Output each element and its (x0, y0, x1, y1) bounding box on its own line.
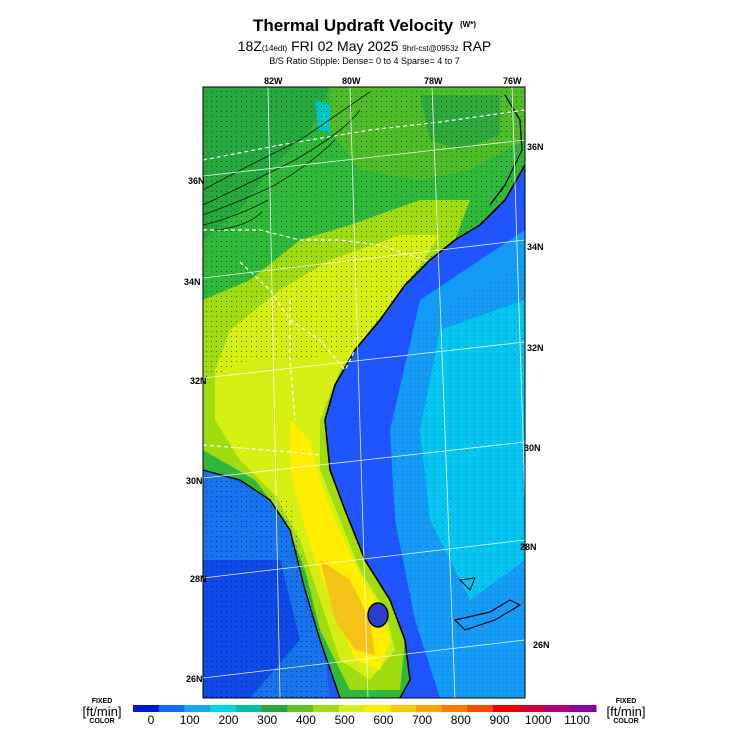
lat-labels-left: 36N 34N 32N 30N 28N 26N (184, 176, 207, 684)
unit-label: [ft/min] (82, 704, 122, 719)
color-label: COLOR (89, 718, 115, 725)
stipple-sparse (330, 260, 525, 698)
title-sup: (W*) (460, 20, 476, 29)
lon-labels: 82W 80W 78W 76W (264, 76, 522, 86)
map-frame (202, 86, 526, 699)
colorbar-swatch (210, 705, 237, 712)
colorbar-tick-label: 100 (180, 713, 200, 727)
subtitle-model: RAP (458, 38, 492, 54)
colorbar-swatch (261, 705, 288, 712)
subtitle-date: FRI 02 May 2025 (287, 38, 403, 54)
graticule (203, 87, 525, 698)
colorbar-swatch (338, 705, 365, 712)
lon-label: 78W (424, 76, 443, 86)
stipple-note: B/S Ratio Stipple: Dense= 0 to 4 Sparse=… (269, 56, 460, 66)
colorbar-swatch (570, 705, 597, 712)
colorbar-tick-label: 300 (257, 713, 277, 727)
lat-label: 28N (190, 574, 207, 584)
lat-label: 34N (184, 277, 201, 287)
gulf-coastline (203, 469, 341, 698)
colorbar-swatch (544, 705, 571, 712)
colorbar-tick-label: 0 (148, 713, 155, 727)
colorbar-swatch (313, 705, 340, 712)
atlantic-coastline (324, 164, 525, 698)
colorbar-tick-label: 1000 (525, 713, 552, 727)
lat-label: 32N (527, 343, 544, 353)
lat-label: 34N (527, 242, 544, 252)
colorbar-swatch (133, 705, 160, 712)
bahamas-outline (453, 599, 522, 631)
stipple-gulf (203, 470, 330, 698)
lon-label: 76W (503, 76, 522, 86)
colorbar-tick-label: 800 (451, 713, 471, 727)
colorbar-tick-label: 600 (373, 713, 393, 727)
colorbar-swatch (467, 705, 494, 712)
lon-label: 80W (342, 76, 361, 86)
colorbar-tick-label: 500 (335, 713, 355, 727)
colorbar-swatch (364, 705, 391, 712)
color-label: COLOR (613, 718, 639, 725)
lat-label: 36N (188, 176, 205, 186)
lat-label: 30N (524, 443, 541, 453)
colorbar-unit-right: FIXED [ft/min] COLOR (596, 698, 656, 725)
colorbar-tick-label: 400 (296, 713, 316, 727)
map-field (203, 87, 525, 698)
fixed-label: FIXED (615, 698, 637, 705)
lake-okeechobee (367, 602, 389, 628)
colorbar-tick-label: 1100 (564, 713, 590, 727)
unit-label: [ft/min] (606, 704, 646, 719)
colorbar-swatch (441, 705, 468, 712)
colorbar-swatch (518, 705, 546, 712)
lat-label: 26N (186, 674, 203, 684)
lat-label: 26N (533, 640, 550, 650)
colorbar-swatch (235, 705, 263, 712)
stipple-dense (203, 87, 525, 380)
lat-label: 28N (520, 542, 537, 552)
colorbar-tick-label: 700 (412, 713, 432, 727)
land-peak (320, 560, 375, 655)
colorbar-swatch (184, 705, 211, 712)
lat-label: 30N (186, 476, 203, 486)
colorbar-tick-label: 200 (218, 713, 238, 727)
lat-label: 36N (527, 142, 544, 152)
colorbar-swatch (415, 705, 443, 712)
colorbar-swatch (287, 705, 314, 712)
colorbar-unit-left: FIXED [ft/min] COLOR (72, 698, 132, 725)
colorbar-swatch (390, 705, 417, 712)
fixed-label: FIXED (91, 698, 113, 705)
subtitle-time: 18Z (237, 38, 262, 54)
state-borders (203, 109, 525, 456)
colorbar-tick-label: 900 (490, 713, 510, 727)
subtitle-forecast: 9hrl-cst@0953z (402, 44, 459, 53)
lat-labels-right: 36N 34N 32N 30N 28N 26N (520, 142, 550, 650)
title-text: Thermal Updraft Velocity (252, 16, 454, 35)
colorbar-swatch (493, 705, 520, 712)
subtitle: 18Z(14edt) FRI 02 May 2025 9hrl-cst@0953… (0, 38, 729, 54)
chart-title: Thermal Updraft Velocity (W*) (0, 16, 729, 36)
lat-label: 32N (190, 376, 207, 386)
lon-label: 82W (264, 76, 283, 86)
colorbar: 0 100 200 300 400 500 600 700 800 900 1000 1100 (133, 705, 597, 727)
island-outline (458, 577, 476, 591)
subtitle-local: (14edt) (261, 44, 288, 53)
colorbar-swatch (158, 705, 185, 712)
